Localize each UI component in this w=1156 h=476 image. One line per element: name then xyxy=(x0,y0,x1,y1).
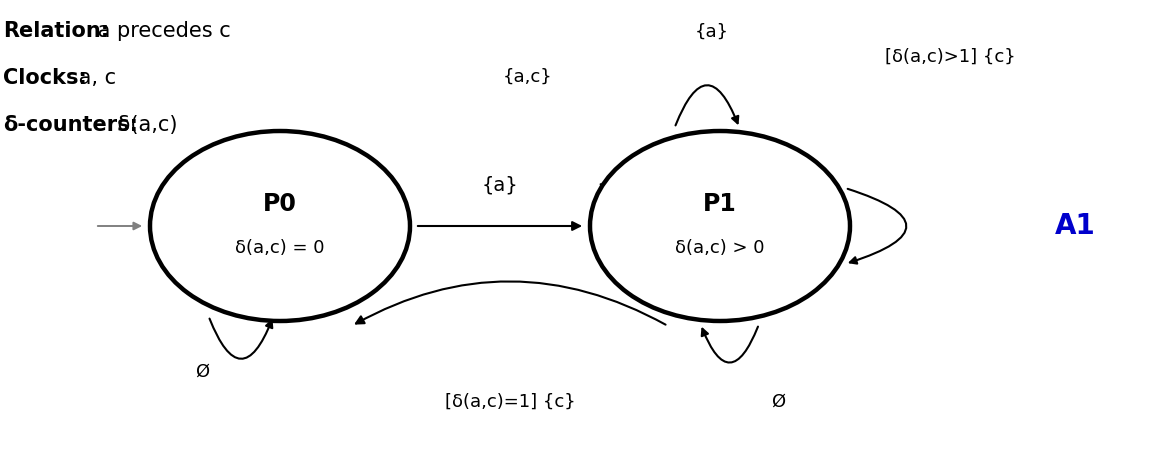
Text: P0: P0 xyxy=(264,192,297,216)
Text: Ø: Ø xyxy=(771,393,786,411)
Text: Ø: Ø xyxy=(195,363,209,381)
Text: δ-counters:: δ-counters: xyxy=(3,115,138,135)
FancyArrowPatch shape xyxy=(209,318,273,359)
Text: a, c: a, c xyxy=(72,68,116,88)
FancyArrowPatch shape xyxy=(599,184,653,255)
Text: A1: A1 xyxy=(1055,212,1096,240)
Text: Relation:: Relation: xyxy=(3,21,109,41)
FancyArrowPatch shape xyxy=(847,189,906,264)
Text: {a}: {a} xyxy=(695,23,729,41)
Ellipse shape xyxy=(150,131,410,321)
Text: δ(a,c) = 0: δ(a,c) = 0 xyxy=(236,239,325,257)
Text: {a}: {a} xyxy=(482,175,518,194)
Text: δ(a,c): δ(a,c) xyxy=(111,115,177,135)
Text: [δ(a,c)=1] {c}: [δ(a,c)=1] {c} xyxy=(445,393,576,411)
Ellipse shape xyxy=(590,131,850,321)
FancyArrowPatch shape xyxy=(356,281,666,325)
Text: [δ(a,c)>1] {c}: [δ(a,c)>1] {c} xyxy=(884,48,1015,66)
Text: P1: P1 xyxy=(703,192,736,216)
FancyArrowPatch shape xyxy=(702,327,758,363)
Text: a precedes c: a precedes c xyxy=(91,21,231,41)
Text: δ(a,c) > 0: δ(a,c) > 0 xyxy=(675,239,765,257)
Text: {a,c}: {a,c} xyxy=(503,68,553,86)
Text: Clocks:: Clocks: xyxy=(3,68,87,88)
FancyArrowPatch shape xyxy=(675,85,739,125)
